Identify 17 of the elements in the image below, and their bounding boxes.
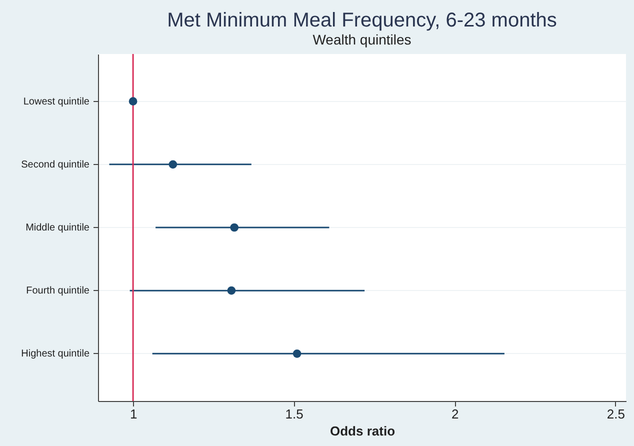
point [128, 97, 138, 106]
x-tick-label: 2 [451, 406, 459, 422]
point [292, 350, 302, 358]
x-tick-label: 1.5 [285, 406, 304, 422]
x-tick-label: 1 [130, 406, 138, 422]
x-tick-label: 2.5 [606, 406, 625, 422]
chart-subtitle: Wealth quintiles [312, 31, 412, 48]
y-tick-label: Highest quintile [21, 348, 90, 360]
point [230, 223, 239, 232]
x-axis-title: Odds ratio [330, 424, 396, 438]
chart-title: Met Minimum Meal Frequency, 6-23 months [167, 9, 557, 32]
y-tick-label: Fourth quintile [26, 286, 90, 297]
point [227, 286, 236, 295]
y-tick-label: Lowest quintile [23, 96, 90, 108]
y-tick-label: Middle quintile [26, 222, 90, 234]
point [168, 160, 178, 169]
y-tick-label: Second quintile [21, 159, 90, 170]
